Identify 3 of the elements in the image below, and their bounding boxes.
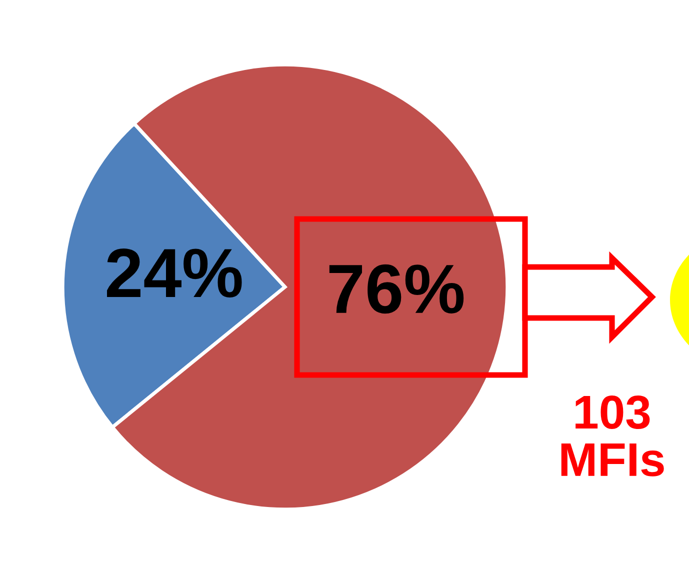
data-label: 24% <box>107 248 242 298</box>
text: 103 MFIs <box>561 396 664 476</box>
data-label: 76% <box>329 264 464 314</box>
